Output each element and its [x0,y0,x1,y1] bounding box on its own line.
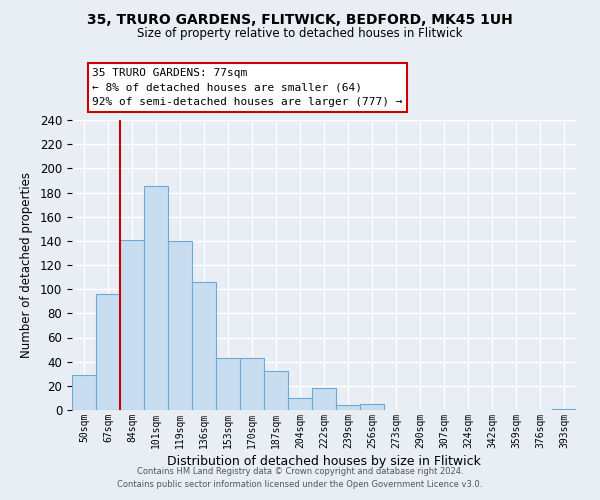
X-axis label: Distribution of detached houses by size in Flitwick: Distribution of detached houses by size … [167,455,481,468]
Bar [336,405,360,410]
Text: Size of property relative to detached houses in Flitwick: Size of property relative to detached ho… [137,28,463,40]
Bar [264,372,288,410]
Bar [360,404,384,410]
Bar [240,358,264,410]
Text: 35, TRURO GARDENS, FLITWICK, BEDFORD, MK45 1UH: 35, TRURO GARDENS, FLITWICK, BEDFORD, MK… [87,12,513,26]
Bar [120,240,144,410]
Bar [552,409,576,410]
Text: Contains public sector information licensed under the Open Government Licence v3: Contains public sector information licen… [118,480,482,489]
Bar [168,241,192,410]
Bar [144,186,168,410]
Bar [216,358,240,410]
Y-axis label: Number of detached properties: Number of detached properties [20,172,33,358]
Bar [288,398,312,410]
Bar [192,282,216,410]
Bar [72,375,96,410]
Bar [312,388,336,410]
Text: 35 TRURO GARDENS: 77sqm
← 8% of detached houses are smaller (64)
92% of semi-det: 35 TRURO GARDENS: 77sqm ← 8% of detached… [92,68,403,108]
Text: Contains HM Land Registry data © Crown copyright and database right 2024.: Contains HM Land Registry data © Crown c… [137,467,463,476]
Bar [96,294,120,410]
